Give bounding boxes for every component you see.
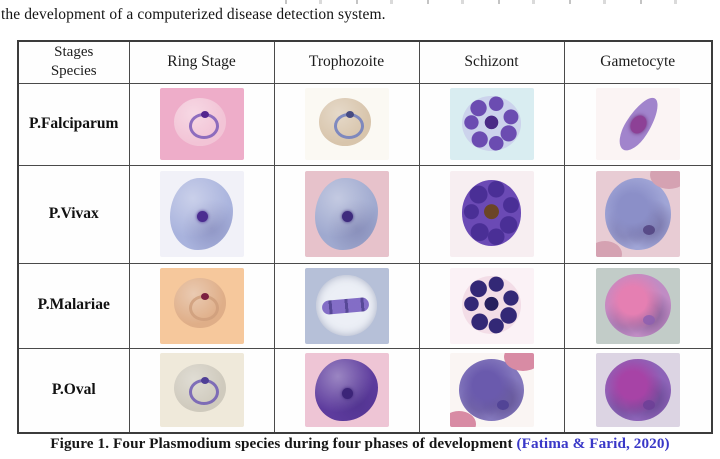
vivax-trophozoite-image (304, 171, 389, 257)
table-row: P.Oval (17, 347, 713, 434)
vivax-gametocyte-image (595, 171, 680, 257)
ovale-schizont-image (449, 353, 534, 428)
ovale-ring-stage-image (159, 353, 244, 428)
falciparum-trophozoite-image (304, 88, 389, 160)
falciparum-ring-stage-image (159, 88, 244, 160)
table-header-row: Stages Species Ring Stage Trophozoite Sc… (17, 40, 713, 84)
figure-caption: Figure 1. Four Plasmodium species during… (0, 435, 720, 453)
header-corner-cell: Stages Species (17, 40, 130, 84)
malariae-schizont-image (449, 267, 534, 344)
citation-link[interactable]: (Fatima & Farid, 2020) (516, 435, 670, 452)
ovale-trophozoite-image (304, 353, 389, 428)
species-label-vivax: P.Vivax (17, 164, 130, 264)
table-row: P.Vivax (17, 164, 713, 264)
malariae-trophozoite-image (304, 267, 389, 344)
figure-caption-text: Figure 1. Four Plasmodium species during… (50, 435, 517, 452)
table-row: P.Malariae (17, 262, 713, 349)
header-stages-label: Stages (54, 43, 94, 60)
malariae-gametocyte-image (595, 267, 680, 344)
ovale-gametocyte-image (595, 353, 680, 428)
header-trophozoite: Trophozoite (273, 40, 420, 84)
header-gametocyte: Gametocyte (563, 40, 713, 84)
species-label-ovale: P.Oval (17, 347, 130, 434)
vivax-ring-stage-image (159, 171, 244, 257)
vivax-schizont-image (449, 171, 534, 257)
malariae-ring-stage-image (159, 267, 244, 344)
header-species-label: Species (50, 63, 97, 80)
header-schizont: Schizont (418, 40, 565, 84)
header-ring-stage: Ring Stage (128, 40, 275, 84)
clipped-line-artifact (285, 0, 710, 4)
table-row: P.Falciparum (17, 82, 713, 166)
body-text-line: the development of a computerized diseas… (1, 6, 386, 23)
figure-table: Stages Species Ring Stage Trophozoite Sc… (17, 40, 713, 434)
falciparum-schizont-image (449, 88, 534, 160)
species-label-malariae: P.Malariae (17, 262, 130, 349)
falciparum-gametocyte-image (595, 88, 680, 160)
species-label-falciparum: P.Falciparum (17, 82, 130, 166)
